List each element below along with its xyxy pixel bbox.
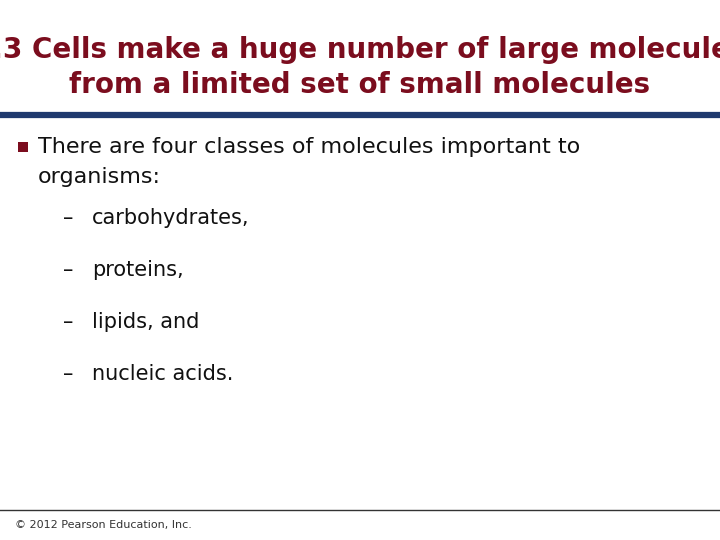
Text: nucleic acids.: nucleic acids. [92, 364, 233, 384]
Text: proteins,: proteins, [92, 260, 184, 280]
Text: 3.3 Cells make a huge number of large molecules: 3.3 Cells make a huge number of large mo… [0, 36, 720, 64]
FancyBboxPatch shape [18, 142, 28, 152]
Text: –: – [63, 260, 73, 280]
Text: from a limited set of small molecules: from a limited set of small molecules [69, 71, 651, 99]
Text: organisms:: organisms: [38, 167, 161, 187]
Text: –: – [63, 364, 73, 384]
Text: There are four classes of molecules important to: There are four classes of molecules impo… [38, 137, 580, 157]
Text: © 2012 Pearson Education, Inc.: © 2012 Pearson Education, Inc. [15, 520, 192, 530]
Text: lipids, and: lipids, and [92, 312, 199, 332]
Text: –: – [63, 208, 73, 228]
Text: carbohydrates,: carbohydrates, [92, 208, 250, 228]
Text: –: – [63, 312, 73, 332]
